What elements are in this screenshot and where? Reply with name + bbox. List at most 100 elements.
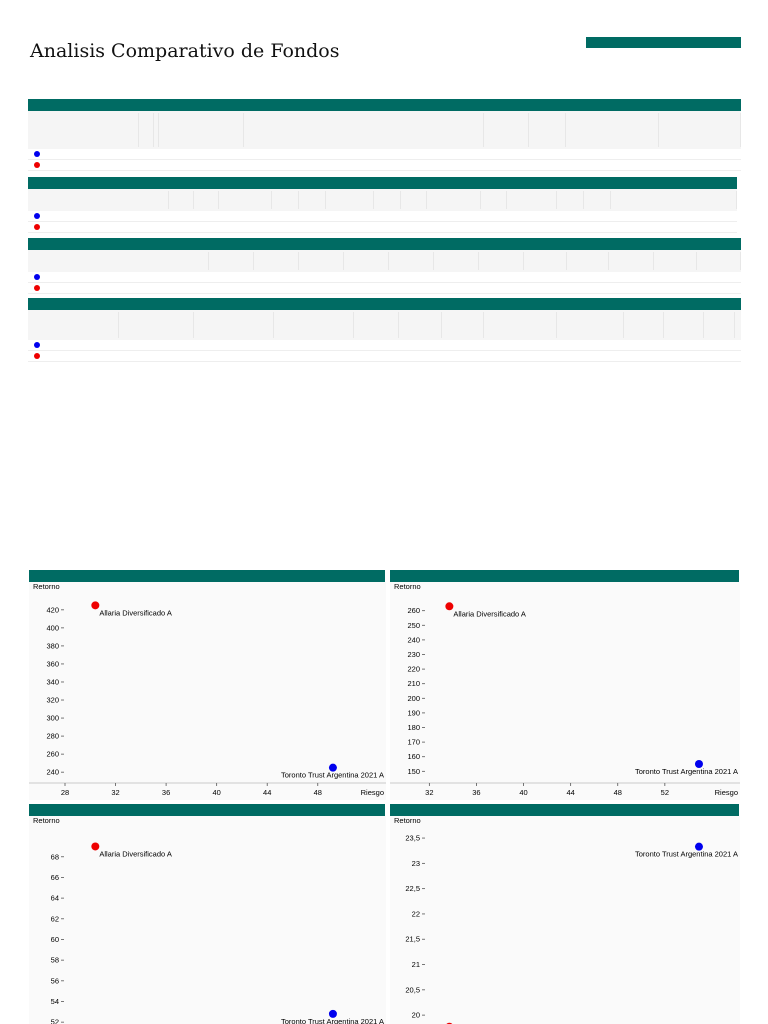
table-row-fund-2 [28,283,741,294]
x-tick-label: 32 [111,788,119,797]
column-separator [138,113,139,147]
data-point-2 [694,760,703,769]
column-separator [193,312,194,338]
column-separator [208,252,209,270]
fund-1-marker [34,213,40,219]
fund-2-marker [34,224,40,230]
column-separator [271,191,272,209]
column-separator [566,252,567,270]
y-tick-label: 60 [51,935,59,944]
column-separator [273,312,274,338]
data-point-label-2: Toronto Trust Argentina 2021 A [635,767,738,776]
column-separator [565,113,566,147]
x-tick-label: 44 [263,788,271,797]
table-row-fund-1 [28,340,741,351]
y-tick-label: 210 [407,679,420,688]
column-separator [253,252,254,270]
column-separator [658,113,659,147]
chart-1-header-bar [29,570,385,582]
data-point-1 [445,602,454,611]
x-axis-label: Riesgo [361,788,384,797]
data-point-label-1: Allaria Diversificado A [99,849,172,858]
y-tick-label: 250 [407,621,420,630]
data-point-label-1: Allaria Diversificado A [99,608,172,617]
column-separator [523,252,524,270]
y-tick-label: 160 [407,752,420,761]
y-tick-label: 150 [407,767,420,776]
y-tick-label: 22,5 [405,884,420,893]
fund-2-marker [34,285,40,291]
chart-3-header-bar [29,804,385,816]
y-tick-label: 58 [51,956,59,965]
fund-1-marker [34,151,40,157]
column-separator [478,252,479,270]
column-separator [703,312,704,338]
page-title: Analisis Comparativo de Fondos [30,40,340,62]
y-tick-label: 20,5 [405,985,420,994]
x-tick-label: 48 [314,788,322,797]
column-separator [734,312,735,338]
table-column-headers [28,111,741,149]
y-tick-label: 190 [407,708,420,717]
column-separator [398,312,399,338]
plot-background [29,582,386,800]
column-separator [528,113,529,147]
plot-background [29,816,386,1024]
column-separator [353,312,354,338]
table-row-fund-1 [28,272,741,283]
y-tick-label: 220 [407,665,420,674]
column-separator [623,312,624,338]
plot-background [390,816,740,1024]
y-tick-label: 23 [412,859,420,868]
comparison-table-4 [28,298,741,362]
column-separator [118,312,119,338]
column-separator [556,191,557,209]
fund-2-marker [34,162,40,168]
data-point-1 [91,601,100,610]
table-row-fund-1 [28,149,741,160]
column-separator [653,252,654,270]
x-tick-label: 40 [519,788,527,797]
y-tick-label: 380 [46,641,59,650]
y-tick-label: 20 [412,1011,420,1020]
table-column-headers [28,310,741,340]
data-point-label-1: Toronto Trust Argentina 2021 A [635,850,738,859]
comparison-table-1 [28,99,741,171]
y-tick-label: 64 [51,894,59,903]
column-separator [298,252,299,270]
data-point-2 [328,1009,337,1018]
data-point-label-2: Toronto Trust Argentina 2021 A [281,1017,384,1024]
table-header-bar [28,238,741,250]
comparison-table-2 [28,177,737,233]
column-separator [740,252,741,270]
table-column-headers [28,189,737,211]
y-tick-label: 68 [51,852,59,861]
scatter-chart-1: Retorno 240 260 280 300 320 340 360 380 400 420 28 3… [29,582,386,800]
table-header-bar [28,298,741,310]
x-tick-label: 36 [162,788,170,797]
column-separator [480,191,481,209]
column-separator [373,191,374,209]
y-axis-label: Retorno [394,582,421,591]
y-tick-label: 260 [407,606,420,615]
y-tick-label: 52 [51,1018,59,1024]
x-axis-label: Riesgo [715,788,738,797]
column-separator [298,191,299,209]
y-tick-label: 170 [407,738,420,747]
column-separator [168,191,169,209]
table-header-bar [28,177,737,189]
y-tick-label: 56 [51,976,59,985]
column-separator [483,312,484,338]
column-separator [736,191,737,209]
x-tick-label: 40 [212,788,220,797]
x-tick-label: 44 [566,788,574,797]
column-separator [483,113,484,147]
column-separator [433,252,434,270]
x-tick-label: 48 [614,788,622,797]
y-tick-label: 320 [46,696,59,705]
y-tick-label: 300 [46,714,59,723]
column-separator [696,252,697,270]
column-separator [218,191,219,209]
y-tick-label: 62 [51,914,59,923]
column-separator [325,191,326,209]
